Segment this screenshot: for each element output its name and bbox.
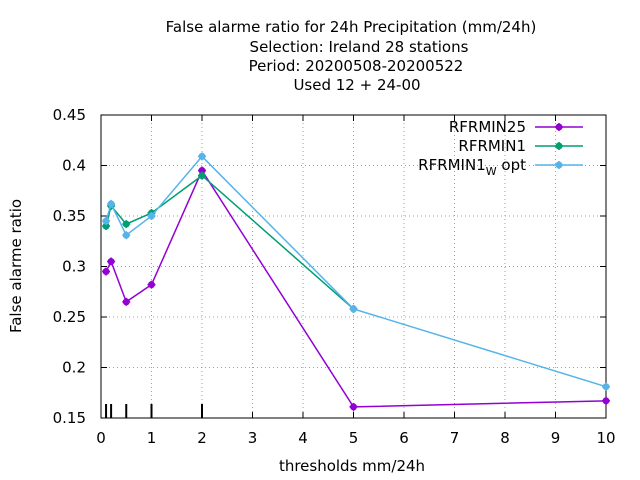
data-point — [122, 231, 131, 240]
data-point — [102, 267, 111, 276]
x-tick-label: 0 — [96, 429, 106, 447]
y-tick-label: 0.25 — [53, 308, 86, 326]
x-tick-label: 9 — [551, 429, 561, 447]
data-point — [147, 212, 156, 220]
data-point — [602, 382, 610, 391]
grid — [101, 115, 606, 418]
title-line-4: Used 12 + 24-00 — [293, 76, 420, 94]
x-tick-label: 4 — [298, 429, 308, 447]
legend-point — [555, 123, 563, 131]
title-line-1: False alarme ratio for 24h Precipitation… — [166, 18, 537, 36]
data-point — [349, 304, 358, 313]
data-point — [107, 257, 116, 266]
series-3 — [102, 152, 610, 391]
legend-point — [555, 142, 563, 150]
x-tick-label: 5 — [349, 429, 359, 447]
series-line — [105, 174, 354, 310]
legend-label: RFRMIN1 — [458, 137, 526, 155]
data-point — [122, 220, 131, 229]
threshold-markers — [105, 404, 203, 418]
y-tick-label: 0.15 — [53, 409, 86, 427]
x-axis-label: thresholds mm/24h — [279, 457, 425, 475]
series-line — [105, 168, 607, 408]
data-point — [147, 280, 156, 289]
x-tick-label: 8 — [500, 429, 510, 447]
legend-item-2: RFRMIN1 — [458, 137, 583, 155]
x-tick-label: 10 — [596, 429, 615, 447]
x-tick-label: 7 — [450, 429, 460, 447]
series-lines — [102, 152, 610, 411]
x-tick-label: 3 — [248, 429, 258, 447]
data-point — [349, 402, 358, 411]
y-tick-label: 0.2 — [62, 359, 86, 377]
data-point — [198, 171, 206, 180]
data-point — [107, 199, 116, 208]
y-tick-label: 0.4 — [62, 157, 86, 175]
series-1 — [102, 166, 610, 411]
axes: 0 1 2 3 4 5 6 7 8 9 10 0.15 0.2 0.25 0.3 0.35 0.4 0.45 — [53, 106, 616, 447]
x-tick-label: 1 — [147, 429, 157, 447]
data-point — [198, 152, 206, 161]
y-tick-label: 0.3 — [62, 258, 86, 276]
y-axis-label: False alarme ratio — [7, 199, 25, 333]
legend-item-3: RFRMIN1W opt — [418, 156, 583, 178]
y-tick-label: 0.45 — [53, 106, 86, 124]
y-tick-label: 0.35 — [53, 207, 86, 225]
title-line-2: Selection: Ireland 28 stations — [250, 38, 469, 56]
x-tick-label: 6 — [399, 429, 409, 447]
title-line-3: Period: 20200508-20200522 — [249, 57, 464, 75]
legend-point — [555, 161, 563, 169]
legend-label: RFRMIN1W opt — [418, 156, 526, 178]
legend-label: RFRMIN25 — [449, 118, 526, 136]
x-tick-label: 2 — [197, 429, 207, 447]
chart-title: False alarme ratio for 24h Precipitation… — [166, 18, 537, 94]
data-point — [102, 217, 111, 226]
legend-item-1: RFRMIN25 — [449, 118, 583, 136]
data-point — [602, 396, 610, 405]
data-point — [122, 297, 131, 306]
